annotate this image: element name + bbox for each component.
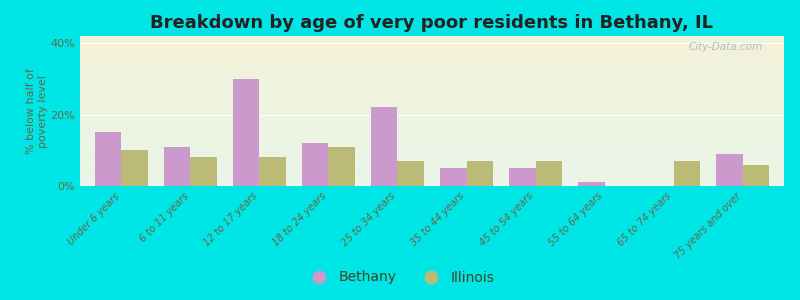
Bar <box>742 165 769 186</box>
Legend: Bethany, Illinois: Bethany, Illinois <box>300 265 500 290</box>
Bar <box>234 79 259 186</box>
Bar <box>510 168 535 186</box>
Text: City-Data.com: City-Data.com <box>689 42 763 52</box>
Bar <box>466 161 493 186</box>
Bar <box>440 168 466 186</box>
Bar <box>302 143 329 186</box>
Bar <box>164 147 190 186</box>
Bar <box>122 150 148 186</box>
Bar <box>259 158 286 186</box>
Bar <box>535 161 562 186</box>
Bar <box>190 158 217 186</box>
Y-axis label: % below half of
poverty level: % below half of poverty level <box>26 68 48 154</box>
Bar <box>716 154 742 186</box>
Title: Breakdown by age of very poor residents in Bethany, IL: Breakdown by age of very poor residents … <box>150 14 714 32</box>
Bar <box>578 182 605 186</box>
Bar <box>398 161 424 186</box>
Bar <box>371 107 398 186</box>
Bar <box>95 132 122 186</box>
Bar <box>329 147 354 186</box>
Bar <box>674 161 700 186</box>
